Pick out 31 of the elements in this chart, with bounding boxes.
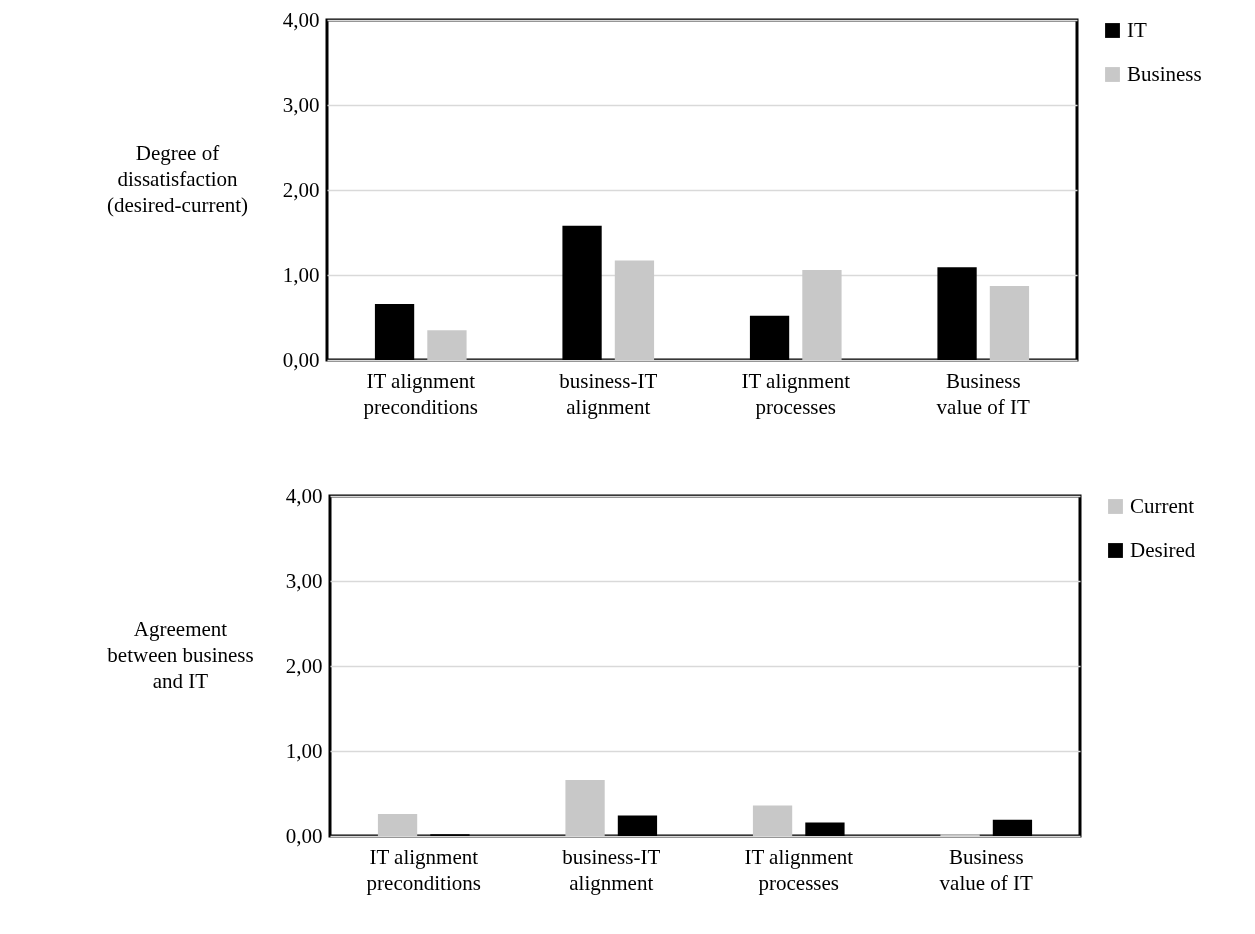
x-tick-label: business-IT alignment xyxy=(559,368,658,419)
y-tick-label: 4,00 xyxy=(285,483,323,508)
y-tick-label: 4,00 xyxy=(282,7,320,32)
legend-label: IT xyxy=(1127,17,1147,42)
y-tick-label: 0,00 xyxy=(282,347,320,372)
y-tick-label: 3,00 xyxy=(282,92,320,117)
y-tick-label: 0,00 xyxy=(285,823,323,848)
x-tick-label: IT alignment preconditions xyxy=(363,368,478,419)
y-axis-title: Degree of dissatisfaction (desired-current) xyxy=(106,140,249,217)
legend-label: Current xyxy=(1130,493,1195,518)
x-tick-label: Business value of IT xyxy=(936,368,1031,419)
x-tick-label: business-IT alignment xyxy=(562,844,661,895)
x-tick-label: IT alignment preconditions xyxy=(366,844,481,895)
bar xyxy=(989,286,1030,360)
bar xyxy=(565,779,605,836)
y-axis-title: Agreement between business and IT xyxy=(107,616,254,693)
x-tick-label: IT alignment processes xyxy=(741,368,851,419)
y-tick-label: 2,00 xyxy=(282,177,320,202)
bar xyxy=(614,260,655,360)
y-tick-label: 2,00 xyxy=(285,653,323,678)
legend-label: Desired xyxy=(1130,537,1196,562)
bar xyxy=(427,330,467,360)
y-tick-label: 1,00 xyxy=(282,262,320,287)
x-tick-label: Business value of IT xyxy=(939,844,1034,895)
y-tick-label: 3,00 xyxy=(285,568,323,593)
legend-label: Business xyxy=(1127,61,1202,86)
bar xyxy=(752,805,793,836)
bar xyxy=(802,269,842,360)
x-tick-label: IT alignment processes xyxy=(744,844,854,895)
y-tick-label: 1,00 xyxy=(285,738,323,763)
bar xyxy=(377,813,418,836)
